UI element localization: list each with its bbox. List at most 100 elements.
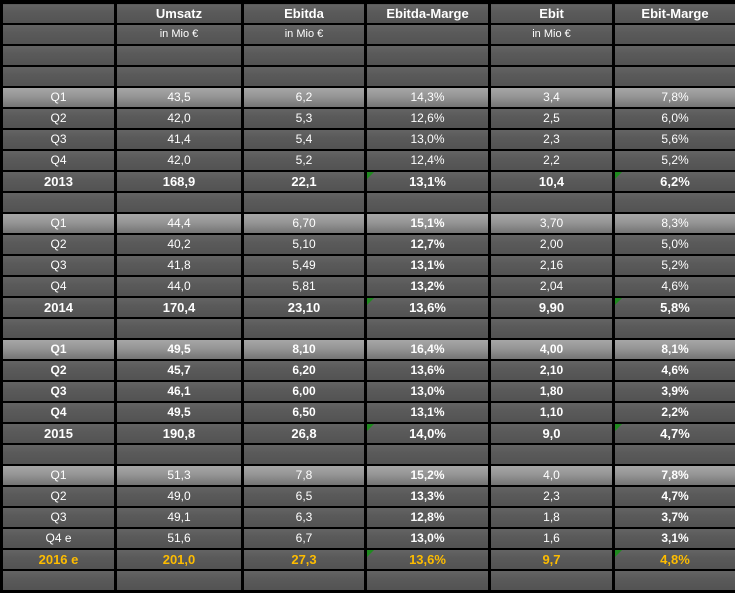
cell-spacer-top-2-ebit [488,65,615,88]
cell-2015-q4-ebit_marge: 2,2% [612,401,735,424]
cell-2015-q2-ebit_marge: 4,6% [612,359,735,382]
cell-2013-total-ebit_marge: 6,2% [612,170,735,193]
cell-2016-q1-label: Q1 [0,464,117,487]
cell-2015-q3-ebitda: 6,00 [241,380,367,403]
cell-spacer-after-2014-ebitda_marge [364,317,491,340]
cell-2013-total-ebitda_marge: 13,1% [364,170,491,193]
cell-2014-q3-ebit: 2,16 [488,254,615,277]
row-2014-q2: Q2 40,2 5,10 12,7% 2,00 5,0% [0,233,735,256]
cell-2014-q3-ebitda_marge: 13,1% [364,254,491,277]
cell-2013-q1-ebit_marge: 7,8% [612,86,735,109]
cell-col-headers-label [0,1,117,25]
cell-2015-q1-ebit: 4,00 [488,338,615,361]
cell-spacer-top-2-ebitda_marge [364,65,491,88]
cell-2014-total-ebitda_marge: 13,6% [364,296,491,319]
cell-spacer-after-2014-ebitda [241,317,367,340]
cell-2014-q1-umsatz: 44,4 [114,212,244,235]
cell-2016-q2-ebit: 2,3 [488,485,615,508]
cell-2013-q2-umsatz: 42,0 [114,107,244,130]
cell-2016-q4-ebitda_marge: 13,0% [364,527,491,550]
cell-2014-q2-ebitda: 5,10 [241,233,367,256]
cell-col-headers-ebitda_marge: Ebitda-Marge [364,1,491,25]
cell-2013-q1-ebit: 3,4 [488,86,615,109]
cell-2013-total-label: 2013 [0,170,117,193]
cell-spacer-after-2013-ebit [488,191,615,214]
cell-2015-q3-ebit_marge: 3,9% [612,380,735,403]
cell-2013-q4-label: Q4 [0,149,117,172]
cell-col-headers-ebit_marge: Ebit-Marge [612,1,735,25]
cell-spacer-bottom-ebitda [241,569,367,593]
cell-spacer-top-1-label [0,44,117,67]
green-corner-indicator-icon [616,425,622,431]
cell-2013-q4-ebitda: 5,2 [241,149,367,172]
row-2015-q1: Q1 49,5 8,10 16,4% 4,00 8,1% [0,338,735,361]
green-corner-indicator-icon [616,299,622,305]
cell-2016-q4-label: Q4 e [0,527,117,550]
cell-spacer-after-2014-umsatz [114,317,244,340]
green-corner-indicator-icon [616,173,622,179]
green-corner-indicator-icon [368,299,374,305]
cell-2015-total-ebitda_marge: 14,0% [364,422,491,445]
cell-2016-q4-ebit_marge: 3,1% [612,527,735,550]
cell-2016-q3-ebitda_marge: 12,8% [364,506,491,529]
cell-2013-q3-ebitda: 5,4 [241,128,367,151]
cell-spacer-after-2014-label [0,317,117,340]
cell-2016-total-label: 2016 e [0,548,117,571]
row-units: in Mio € in Mio € in Mio € [0,23,735,46]
cell-2016-q4-ebitda: 6,7 [241,527,367,550]
cell-2014-q1-ebit_marge: 8,3% [612,212,735,235]
cell-spacer-top-1-ebitda [241,44,367,67]
cell-2016-q4-umsatz: 51,6 [114,527,244,550]
row-2014-q1: Q1 44,4 6,70 15,1% 3,70 8,3% [0,212,735,235]
cell-2013-q2-ebit: 2,5 [488,107,615,130]
cell-2014-total-label: 2014 [0,296,117,319]
cell-2014-q2-ebit: 2,00 [488,233,615,256]
cell-spacer-after-2015-umsatz [114,443,244,466]
cell-2014-q3-umsatz: 41,8 [114,254,244,277]
cell-2014-q2-label: Q2 [0,233,117,256]
row-2013-total: 2013 168,9 22,1 13,1% 10,4 6,2% [0,170,735,193]
cell-units-ebitda: in Mio € [241,23,367,46]
cell-2016-total-ebitda: 27,3 [241,548,367,571]
row-2016-total: 2016 e 201,0 27,3 13,6% 9,7 4,8% [0,548,735,571]
cell-spacer-top-1-ebit [488,44,615,67]
cell-spacer-after-2013-label [0,191,117,214]
cell-2015-q4-ebitda: 6,50 [241,401,367,424]
cell-2013-q4-ebit: 2,2 [488,149,615,172]
cell-2014-total-ebit_marge: 5,8% [612,296,735,319]
cell-spacer-after-2013-ebitda_marge [364,191,491,214]
cell-2014-q4-label: Q4 [0,275,117,298]
cell-2015-q4-ebit: 1,10 [488,401,615,424]
cell-2015-q1-label: Q1 [0,338,117,361]
cell-2013-q1-ebitda: 6,2 [241,86,367,109]
cell-2013-q1-ebitda_marge: 14,3% [364,86,491,109]
row-2014-total: 2014 170,4 23,10 13,6% 9,90 5,8% [0,296,735,319]
cell-2015-q3-ebit: 1,80 [488,380,615,403]
cell-2014-q2-ebit_marge: 5,0% [612,233,735,256]
cell-spacer-top-1-umsatz [114,44,244,67]
row-2015-q2: Q2 45,7 6,20 13,6% 2,10 4,6% [0,359,735,382]
row-2016-q1: Q1 51,3 7,8 15,2% 4,0 7,8% [0,464,735,487]
cell-2015-q3-ebitda_marge: 13,0% [364,380,491,403]
row-2014-q4: Q4 44,0 5,81 13,2% 2,04 4,6% [0,275,735,298]
cell-spacer-after-2013-umsatz [114,191,244,214]
cell-col-headers-ebitda: Ebitda [241,1,367,25]
cell-2014-q1-ebitda: 6,70 [241,212,367,235]
row-2013-q2: Q2 42,0 5,3 12,6% 2,5 6,0% [0,107,735,130]
cell-2013-q3-ebitda_marge: 13,0% [364,128,491,151]
cell-2015-q1-ebit_marge: 8,1% [612,338,735,361]
cell-2013-total-umsatz: 168,9 [114,170,244,193]
cell-2014-total-ebitda: 23,10 [241,296,367,319]
green-corner-indicator-icon [368,551,374,557]
cell-spacer-after-2015-ebitda [241,443,367,466]
cell-spacer-top-1-ebitda_marge [364,44,491,67]
cell-spacer-top-2-label [0,65,117,88]
cell-2013-q3-ebit_marge: 5,6% [612,128,735,151]
cell-2015-q1-ebitda: 8,10 [241,338,367,361]
cell-2013-q4-umsatz: 42,0 [114,149,244,172]
cell-2015-total-label: 2015 [0,422,117,445]
cell-units-ebit_marge [612,23,735,46]
row-2016-q2: Q2 49,0 6,5 13,3% 2,3 4,7% [0,485,735,508]
cell-col-headers-ebit: Ebit [488,1,615,25]
